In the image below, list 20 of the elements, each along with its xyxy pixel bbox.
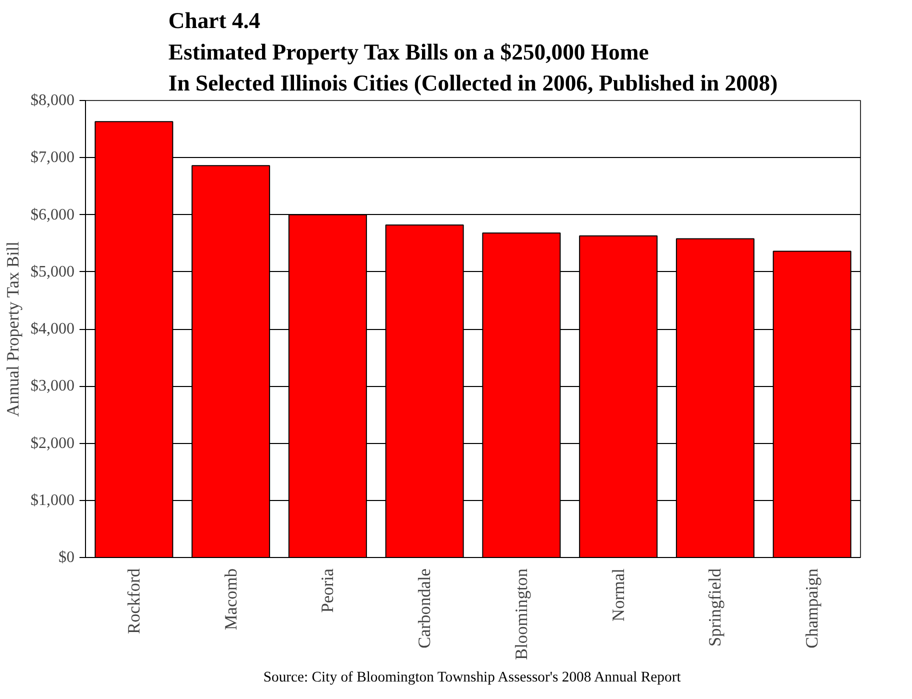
y-tick-label: $0: [58, 549, 74, 566]
y-tick-label: $5,000: [30, 263, 74, 280]
x-tick-label: Champaign: [802, 568, 822, 648]
x-tick-label: Carbondale: [415, 568, 434, 648]
x-tick-label: Macomb: [221, 568, 240, 630]
y-tick-label: $1,000: [30, 492, 74, 509]
y-tick-label: $8,000: [30, 92, 74, 109]
y-tick-label: $6,000: [30, 206, 74, 224]
x-tick-label: Normal: [608, 568, 628, 622]
y-tick-label: $7,000: [30, 149, 74, 166]
y-tick-label: $4,000: [30, 320, 74, 338]
x-tick-label: Rockford: [124, 568, 144, 634]
y-axis-title: Annual Property Tax Bill: [4, 241, 22, 417]
source-note: Source: City of Bloomington Township Assessor's 2008 Annual Report: [263, 670, 681, 686]
x-tick-label: Bloomington: [512, 568, 531, 660]
chart-title: Chart 4.4 Estimated Property Tax Bills on a $250,000 Home In Selected Illinois Cities (Collected in 2006, Published in 2008): [168, 8, 778, 96]
y-tick-label: $3,000: [30, 378, 74, 395]
y-tick-label: $2,000: [30, 434, 74, 452]
x-tick-label: Springfield: [706, 568, 725, 646]
x-tick-label: Peoria: [318, 568, 338, 613]
